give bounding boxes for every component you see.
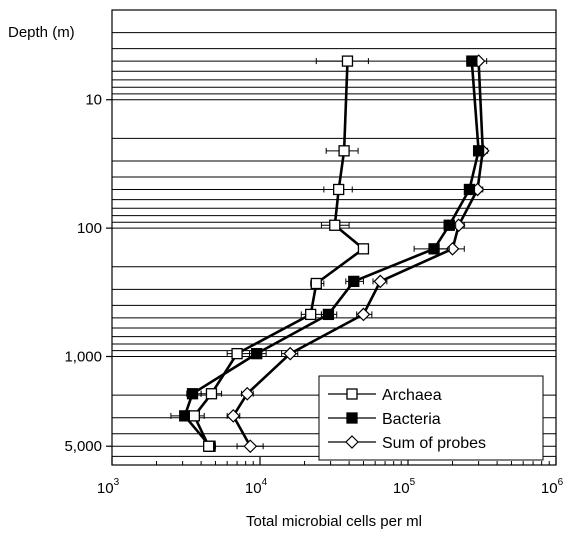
data-point — [251, 347, 263, 360]
x-tick-label: 105 — [393, 477, 416, 497]
legend-label: Bacteria — [382, 411, 441, 428]
x-tick-label: 106 — [541, 477, 564, 497]
y-axis-ticks: 10 100 1,000 5,000 — [64, 92, 112, 455]
legend-marker — [346, 412, 358, 424]
data-point — [231, 347, 243, 360]
legend-marker — [346, 388, 358, 400]
data-point — [226, 409, 241, 423]
data-point — [333, 183, 345, 196]
legend-label: Archaea — [382, 387, 442, 404]
data-point — [443, 219, 455, 231]
legend: Archaea Bacteria Sum of probes — [318, 375, 544, 461]
y-tick-label: 10 — [85, 92, 102, 109]
data-point — [373, 274, 388, 289]
data-point — [466, 55, 478, 67]
data-point — [205, 388, 218, 400]
data-point — [463, 183, 476, 196]
plot-frame — [111, 9, 557, 466]
data-point — [240, 386, 255, 401]
y-axis-label: Depth (m) — [8, 24, 75, 41]
data-point — [188, 410, 200, 422]
data-point — [283, 346, 298, 361]
data-point — [428, 243, 440, 255]
x-tick-label: 103 — [97, 477, 120, 497]
data-point — [322, 308, 335, 321]
data-point — [310, 277, 322, 290]
data-point — [341, 55, 354, 67]
y-tick-label: 100 — [77, 220, 102, 237]
data-point — [356, 307, 371, 322]
series-layer — [170, 54, 490, 454]
data-point — [329, 219, 341, 231]
data-point — [357, 243, 370, 255]
data-point — [305, 308, 317, 321]
legend-label: Sum of probes — [382, 435, 486, 452]
series-archaea — [184, 55, 370, 452]
x-axis-ticks: 103 104 105 106 — [97, 457, 564, 497]
data-point — [348, 275, 360, 288]
x-tick-label: 104 — [245, 477, 268, 497]
legend-marker — [345, 435, 359, 449]
x-axis-label: Total microbial cells per ml — [246, 513, 422, 530]
y-tick-label: 5,000 — [64, 438, 102, 455]
data-point — [203, 440, 215, 452]
data-point — [186, 388, 199, 400]
data-point — [472, 145, 485, 157]
y-tick-label: 1,000 — [64, 349, 102, 366]
data-point — [338, 145, 350, 157]
data-point — [243, 439, 258, 454]
